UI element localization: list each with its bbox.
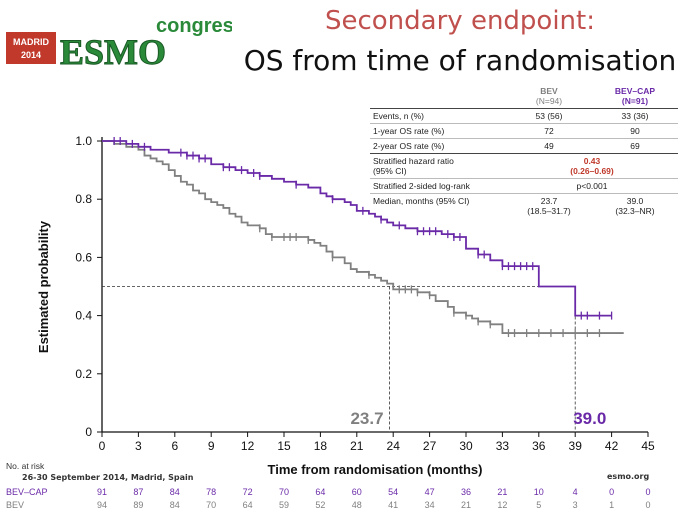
risk-value: 70: [278, 487, 289, 497]
risk-value: 1: [609, 500, 615, 510]
x-tick-label: 3: [135, 439, 142, 453]
logrank-row: Stratified 2-sided log-rank p<0.001: [370, 178, 678, 194]
risk-row-bev-cap: BEV–CAP 91 87 84 78 72 70 64 60 54 47 36 21 10 4 0 0: [0, 487, 688, 499]
esmo-congress-logo: MADRID 2014 ESMO congress: [6, 15, 232, 66]
x-tick-label: 0: [99, 439, 106, 453]
table-row: Events, n (%) 53 (56) 33 (36): [370, 108, 678, 124]
risk-value: 70: [206, 500, 217, 510]
km-curve-bev-cap: [102, 140, 612, 317]
x-tick-label: 18: [314, 439, 328, 453]
risk-value: 48: [351, 500, 362, 510]
risk-value: 12: [497, 500, 508, 510]
risk-row-label: BEV: [6, 500, 25, 510]
x-tick-label: 9: [208, 439, 215, 453]
risk-value: 0: [609, 487, 615, 497]
risk-value: 84: [169, 487, 180, 497]
y-tick-label: 1.0: [75, 134, 92, 148]
risk-value: 91: [96, 487, 107, 497]
col-bev-header: BEV (N=94): [535, 86, 563, 106]
risk-value: 84: [169, 500, 180, 510]
logo-year: 2014: [21, 50, 41, 60]
logo-city: MADRID: [13, 37, 49, 47]
x-tick-label: 27: [423, 439, 437, 453]
risk-value: 0: [645, 500, 651, 510]
x-tick-label: 24: [387, 439, 401, 453]
risk-row-bev: BEV 94 89 84 70 64 59 52 48 41 34 21 12 5 3 1 0: [0, 500, 688, 512]
y-tick-label: 0.8: [75, 192, 92, 206]
x-tick-label: 21: [350, 439, 364, 453]
stats-header-row: BEV (N=94) BEV–CAP (N=91): [370, 84, 678, 109]
risk-value: 5: [536, 500, 542, 510]
risk-value: 3: [572, 500, 578, 510]
hazard-ratio-row: Stratified hazard ratio (95% CI) 0.43 (0.2…: [370, 153, 678, 179]
risk-value: 4: [572, 487, 578, 497]
x-axis-label: Time from randomisation (months): [268, 462, 483, 477]
x-tick-label: 39: [569, 439, 583, 453]
x-tick-label: 6: [171, 439, 178, 453]
x-tick-label: 45: [641, 439, 655, 453]
slide-title: Secondary endpoint:: [324, 6, 595, 36]
website-link[interactable]: esmo.org: [607, 472, 650, 481]
median-label-cap: 39.0: [573, 409, 606, 428]
x-tick-label: 42: [605, 439, 619, 453]
risk-value: 36: [460, 487, 471, 497]
slide-subtitle: OS from time of randomisation: [243, 44, 677, 77]
col-cap-header: BEV–CAP (N=91): [614, 86, 656, 106]
risk-value: 87: [133, 487, 144, 497]
table-row: 1-year OS rate (%) 72 90: [370, 123, 678, 139]
risk-value: 21: [460, 500, 471, 510]
y-tick-label: 0.2: [75, 367, 92, 381]
risk-table-title: No. at risk: [6, 461, 45, 471]
risk-value: 64: [242, 500, 253, 510]
risk-value: 21: [497, 487, 508, 497]
x-tick-label: 12: [241, 439, 255, 453]
risk-value: 72: [242, 487, 253, 497]
table-row: 2-year OS rate (%) 49 69: [370, 138, 678, 154]
y-tick-label: 0: [85, 425, 92, 439]
x-tick-label: 15: [277, 439, 291, 453]
risk-value: 10: [533, 487, 544, 497]
risk-value: 60: [351, 487, 362, 497]
risk-value: 64: [315, 487, 326, 497]
risk-value: 52: [315, 500, 326, 510]
risk-value: 41: [388, 500, 399, 510]
x-tick-label: 30: [459, 439, 473, 453]
risk-value: 94: [96, 500, 107, 510]
stats-table: BEV (N=94) BEV–CAP (N=91) Events, n (%) 53…: [370, 84, 678, 218]
x-tick-label: 33: [496, 439, 510, 453]
risk-value: 47: [424, 487, 435, 497]
risk-value: 89: [133, 500, 144, 510]
risk-value: 59: [278, 500, 289, 510]
event-date: 26-30 September 2014, Madrid, Spain: [22, 473, 194, 482]
median-row: Median, months (95% CI) 23.7 (18.5–31.7) …: [370, 193, 678, 218]
median-label-bev: 23.7: [350, 409, 383, 428]
y-tick-label: 0.6: [75, 250, 92, 264]
y-tick-label: 0.4: [75, 309, 92, 323]
risk-row-label: BEV–CAP: [6, 487, 48, 497]
risk-value: 34: [424, 500, 435, 510]
risk-value: 78: [206, 487, 217, 497]
logo-brand: ESMO: [60, 32, 166, 66]
risk-value: 0: [645, 487, 651, 497]
logo-suffix: congress: [156, 15, 232, 37]
risk-value: 54: [388, 487, 399, 497]
y-axis-label: Estimated probability: [36, 220, 51, 353]
x-tick-label: 36: [532, 439, 546, 453]
